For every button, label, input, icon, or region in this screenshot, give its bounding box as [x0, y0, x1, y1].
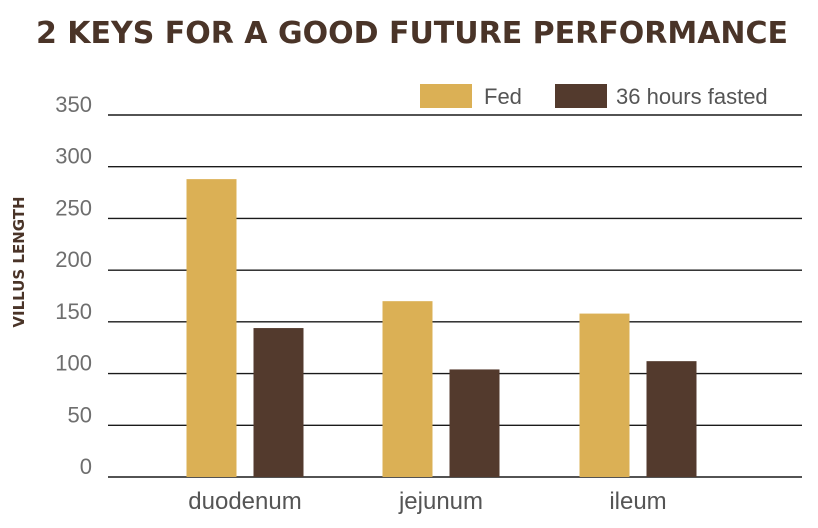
legend-swatch-fed [420, 84, 472, 108]
x-tick-label-duodenum: duodenum [188, 488, 301, 515]
legend-swatch-fasted [555, 84, 607, 108]
x-tick-label-ileum: ileum [609, 488, 666, 515]
bar-jejunum-fasted [449, 369, 500, 477]
bars [186, 179, 697, 477]
legend: Fed 36 hours fasted [420, 84, 768, 109]
y-tick-label: 300 [55, 144, 92, 169]
y-tick-label: 50 [68, 402, 92, 427]
bar-duodenum-fasted [253, 328, 304, 477]
category-labels: duodenum jejunum ileum [188, 488, 666, 515]
x-tick-label-jejunum: jejunum [398, 488, 483, 515]
legend-label-fasted: 36 hours fasted [616, 84, 768, 109]
chart-title: 2 KEYS FOR A GOOD FUTURE PERFORMANCE [36, 16, 788, 51]
y-tick-label: 250 [55, 195, 92, 220]
bar-jejunum-fed [382, 301, 433, 477]
y-tick-label: 200 [55, 247, 92, 272]
bar-ileum-fed [579, 313, 630, 477]
y-tick-labels: 0 50 100 150 200 250 300 350 [55, 92, 92, 479]
y-tick-label: 0 [80, 454, 92, 479]
y-tick-label: 100 [55, 351, 92, 376]
bar-duodenum-fed [186, 179, 237, 477]
bar-ileum-fasted [646, 361, 697, 477]
legend-label-fed: Fed [484, 84, 522, 109]
y-tick-label: 350 [55, 92, 92, 117]
y-axis-label: VILLUS LENGTH [10, 196, 28, 327]
y-tick-label: 150 [55, 299, 92, 324]
